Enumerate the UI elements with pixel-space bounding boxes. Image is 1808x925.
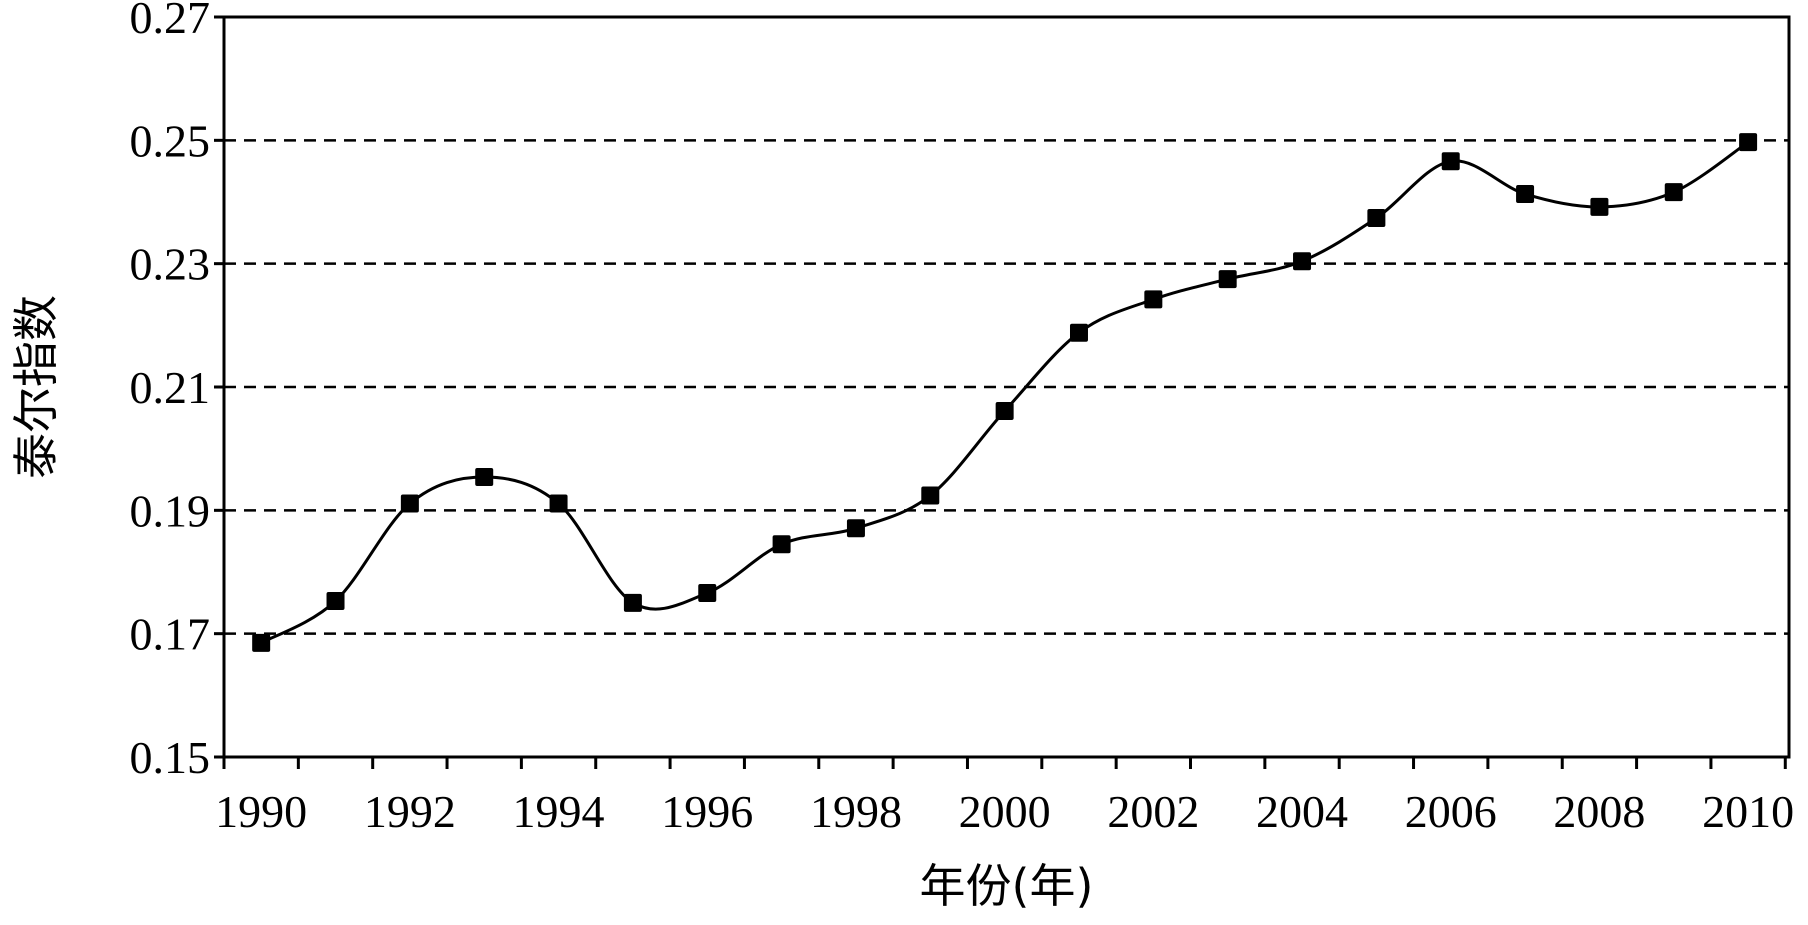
x-tick-label: 1994 <box>513 786 605 837</box>
data-point-marker <box>921 486 940 505</box>
data-point-marker <box>1293 252 1312 271</box>
x-tick-label: 1998 <box>810 786 902 837</box>
x-tick-label: 2004 <box>1256 786 1348 837</box>
data-point-marker <box>400 494 419 513</box>
x-tick-label: 1990 <box>215 786 307 837</box>
x-tick-label: 1992 <box>364 786 456 837</box>
data-point-marker <box>623 593 642 612</box>
data-point-marker <box>326 591 345 610</box>
x-axis-title: 年份(年) <box>920 859 1094 913</box>
data-point-marker <box>698 583 717 602</box>
data-point-marker <box>1218 270 1237 289</box>
y-tick-label: 0.19 <box>130 485 211 536</box>
data-point-marker <box>549 494 568 513</box>
x-axis: 1990 1992 1994 1996 1998 2000 2002 2004 2006 2008… <box>215 757 1794 837</box>
data-point-marker <box>1516 184 1535 203</box>
gridlines <box>224 139 1789 635</box>
series-line <box>260 140 1749 645</box>
x-tick-label: 2010 <box>1702 786 1794 837</box>
y-tick-label: 0.21 <box>130 362 211 413</box>
data-point-marker <box>1144 290 1163 309</box>
y-tick-label: 0.23 <box>130 239 211 290</box>
y-tick-label: 0.27 <box>130 0 211 43</box>
data-point-marker <box>475 468 494 487</box>
data-point-marker <box>846 519 865 538</box>
x-tick-label: 2000 <box>959 786 1051 837</box>
x-tick-label: 2008 <box>1553 786 1645 837</box>
series-group <box>252 133 1758 652</box>
data-point-marker <box>1739 133 1758 152</box>
data-point-marker <box>1664 183 1683 202</box>
data-point-marker <box>1367 209 1386 228</box>
y-tick-label: 0.15 <box>130 732 211 783</box>
y-axis-title: 泰尔指数 <box>9 295 63 479</box>
x-tick-label: 2002 <box>1107 786 1199 837</box>
data-point-marker <box>252 633 271 652</box>
data-point-marker <box>1441 152 1460 171</box>
y-axis: 0.15 0.17 0.19 0.21 0.23 0.25 0.27 <box>130 0 224 783</box>
y-tick-label: 0.25 <box>130 115 211 166</box>
data-point-marker <box>995 402 1014 421</box>
data-point-marker <box>1590 197 1609 216</box>
data-point-marker <box>1069 323 1088 342</box>
data-point-marker <box>772 535 791 554</box>
y-tick-label: 0.17 <box>130 609 211 660</box>
x-tick-label: 2006 <box>1405 786 1497 837</box>
x-tick-label: 1996 <box>661 786 753 837</box>
